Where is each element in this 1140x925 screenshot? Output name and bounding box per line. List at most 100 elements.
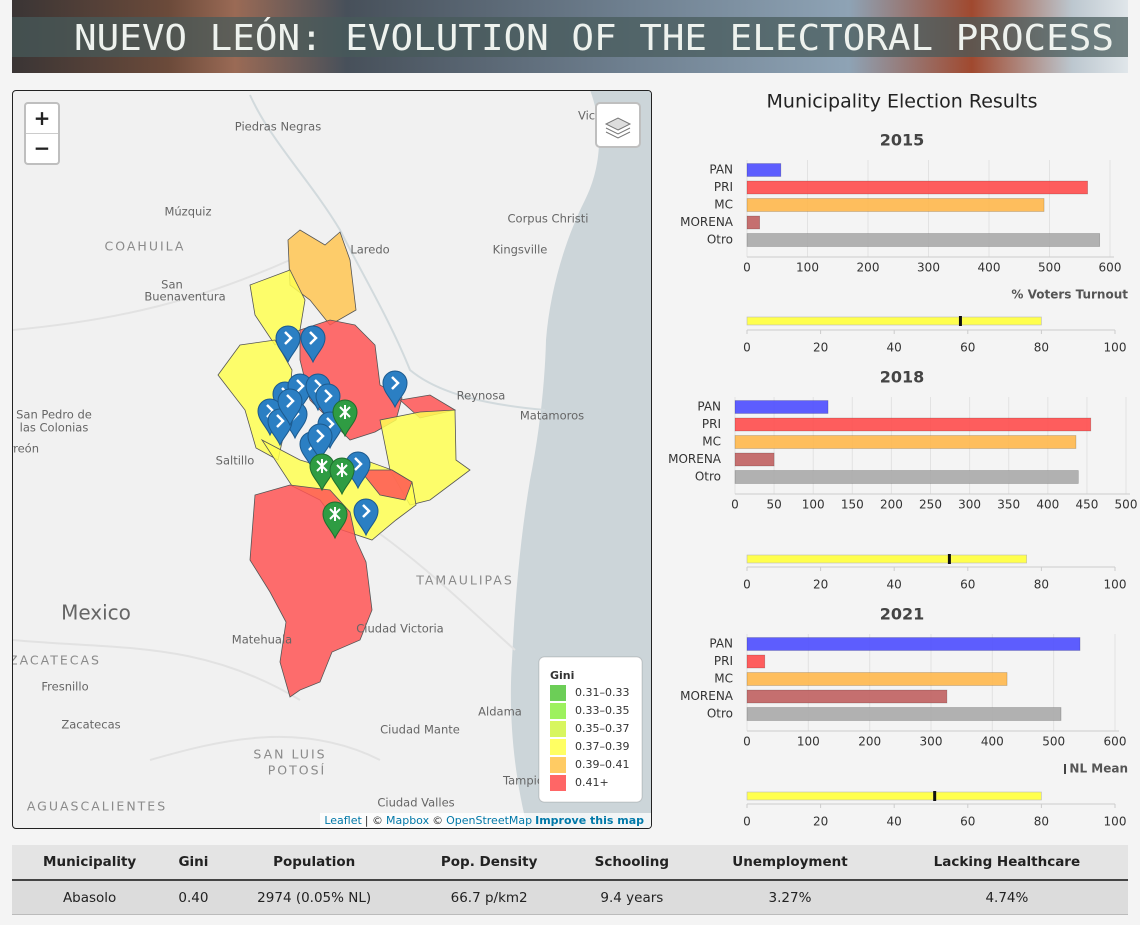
column-header: Unemployment [694, 845, 886, 881]
marker-pin [382, 370, 408, 409]
category-label: PAN [709, 637, 733, 651]
marker-icon [336, 463, 348, 477]
category-label: MORENA [680, 689, 734, 703]
gauge-tick-label: 0 [743, 341, 751, 355]
x-tick-label: 300 [917, 261, 940, 275]
category-label: MC [714, 672, 733, 686]
map-marker[interactable] [382, 370, 408, 409]
map-label: Fresnillo [41, 680, 88, 694]
map-marker[interactable] [322, 501, 348, 540]
column-header: Pop. Density [408, 845, 570, 881]
chart-title: 2021 [880, 605, 925, 624]
x-tick-label: 350 [997, 498, 1020, 512]
legend-swatch [550, 703, 566, 719]
map-marker[interactable] [329, 457, 355, 496]
table-header: Municipality Gini Population Pop. Density Sc… [12, 845, 1128, 881]
turnout-bar [746, 554, 1027, 564]
table-cell: Abasolo [12, 880, 168, 915]
map-label: San Pedro de [16, 408, 92, 422]
marker-pin [277, 388, 303, 427]
attribution-link[interactable]: Leaflet [324, 814, 362, 827]
x-tick-label: 0 [743, 735, 751, 749]
table-cell: 3.27% [694, 880, 886, 915]
map-marker[interactable] [353, 498, 379, 537]
map-label: SAN LUIS [253, 747, 326, 762]
x-tick-label: 200 [857, 261, 880, 275]
legend-title: Gini [550, 669, 574, 682]
gauge-tick-label: 40 [887, 815, 902, 829]
map-label: Piedras Negras [235, 120, 321, 134]
marker-icon [329, 507, 341, 521]
map-label: Zacatecas [61, 718, 120, 732]
map-canvas: Piedras Negras Múzquiz COAHUILA SanBuenaven… [13, 91, 651, 828]
map-label: TAMAULIPAS [415, 573, 514, 588]
marker-pin [275, 325, 301, 364]
turnout-bar [746, 316, 1042, 326]
attribution-link[interactable]: Improve this map [535, 814, 644, 827]
bar [734, 470, 1079, 484]
bar [746, 215, 761, 230]
road [359, 519, 516, 651]
attribution-text: © [432, 814, 444, 827]
banner-title: NUEVO LEÓN: EVOLUTION OF THE ELECTORAL P… [74, 17, 1114, 59]
map-marker[interactable] [332, 399, 358, 438]
layers-button[interactable] [595, 102, 641, 148]
marker-icon [316, 429, 325, 443]
x-tick-label: 250 [919, 498, 942, 512]
map[interactable]: Piedras Negras Múzquiz COAHUILA San Buenaven… [12, 90, 652, 829]
layer-shape [604, 117, 632, 131]
map-marker[interactable] [275, 325, 301, 364]
x-tick-label: 500 [1042, 735, 1065, 749]
attribution-link[interactable]: Mapbox [385, 814, 430, 827]
legend-label: 0.33–0.35 [575, 704, 629, 717]
column-header: Schooling [569, 845, 695, 881]
map-label: Laredo [350, 243, 389, 257]
legend-label: 0.37–0.39 [575, 740, 629, 753]
mean-marker [947, 554, 951, 564]
x-tick-label: 50 [766, 498, 781, 512]
road [13, 259, 291, 331]
map-label: Corpus Christi [508, 212, 589, 226]
bar [746, 233, 1101, 247]
bar [746, 689, 948, 704]
x-tick-label: 200 [858, 735, 881, 749]
category-label: PAN [709, 163, 733, 177]
table-cell: 2974 (0.05% NL) [219, 880, 409, 915]
zoom-out[interactable]: − [26, 133, 58, 163]
legend-mean-symbol [1064, 764, 1066, 774]
attribution-text: | © [364, 814, 383, 827]
gauge-tick-label: 100 [1104, 815, 1127, 829]
category-label: MORENA [668, 452, 722, 466]
results-title: Municipality Election Results [767, 91, 1038, 113]
attribution-link[interactable]: OpenStreetMap [446, 814, 533, 827]
column-header: Gini [167, 845, 220, 881]
layer-shape [605, 127, 631, 135]
map-marker[interactable] [300, 325, 326, 364]
gauge-tick-label: 40 [887, 341, 902, 355]
map-label: San [161, 278, 183, 292]
map-label: Reynosa [457, 389, 506, 403]
map-label: Matehuala [232, 633, 292, 647]
layers-icon [604, 117, 632, 139]
bar [746, 637, 1081, 651]
category-label: PRI [714, 180, 733, 194]
map-marker[interactable] [277, 388, 303, 427]
map-label: Ciudad Mante [380, 723, 460, 737]
x-tick-label: 300 [958, 498, 981, 512]
bar [734, 417, 1092, 432]
zoom-control: + − [24, 102, 60, 165]
gauge-tick-label: 40 [887, 578, 902, 592]
map-label: AGUASCALIENTES [27, 799, 167, 814]
river [249, 94, 546, 411]
marker-icon [296, 379, 305, 393]
gauge-tick-label: 80 [1034, 341, 1049, 355]
map-label: Matamoros [520, 409, 584, 423]
x-tick-label: 300 [920, 735, 943, 749]
chart-title: 2018 [880, 368, 925, 387]
marker-pin [300, 325, 326, 364]
map-marker[interactable] [307, 423, 333, 462]
municipality [359, 469, 413, 501]
zoom-in[interactable]: + [33, 106, 51, 130]
legend-swatch [550, 721, 566, 737]
